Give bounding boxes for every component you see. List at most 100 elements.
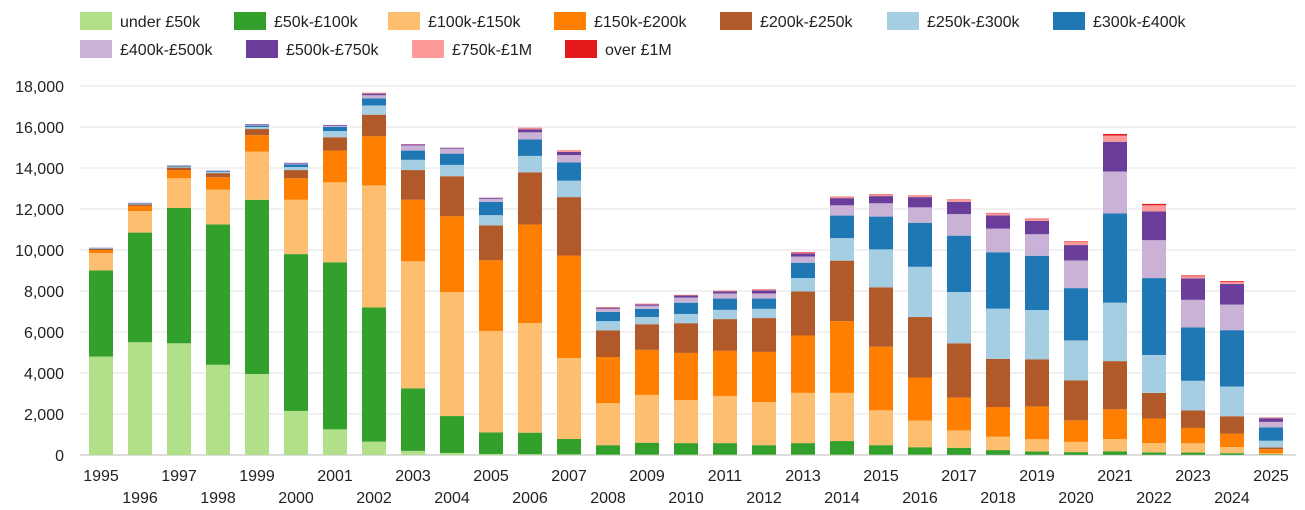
x-tick-label: 2023 [1175,468,1211,485]
bar-segment [440,147,464,149]
bar-segment [323,137,347,151]
bar-segment [245,127,269,130]
x-tick-label: 2009 [629,468,665,485]
bar-segment [1064,288,1088,341]
bar-segment [167,165,191,167]
bar-segment [1181,327,1205,381]
bar-segment [1103,302,1127,362]
legend-swatch [388,12,420,30]
bar-segment [1259,454,1283,455]
legend-item: £400k-£500k [80,40,214,59]
bar-stack [557,150,581,455]
bar-segment [323,124,347,126]
bar-segment [986,358,1010,408]
bar-segment [1025,359,1049,407]
bar-segment [674,352,698,401]
legend-label: £200k-£250k [760,14,854,31]
bar-segment [908,317,932,378]
bar-segment [440,292,464,417]
x-tick-label: 1997 [161,468,197,485]
legend-label: £750k-£1M [452,42,532,59]
y-tick-label: 14,000 [15,161,64,178]
bar-segment [596,357,620,404]
x-tick-label: 2020 [1058,490,1094,507]
bar-segment [869,195,893,197]
bar-segment [362,114,386,137]
bar-stack [518,127,542,455]
bar-segment [752,293,776,299]
x-tick-label: 2025 [1253,468,1289,485]
bar-segment [479,197,503,199]
x-tick-label: 2006 [512,490,548,507]
legend-item: £300k-£400k [1053,12,1187,31]
bar-segment [401,261,425,389]
bar-segment [791,278,815,292]
x-tick-label: 2002 [356,490,392,507]
bar-segment [947,397,971,431]
bar-segment [635,308,659,318]
bar-segment [284,199,308,255]
bar-segment [674,302,698,314]
bar-segment [635,442,659,455]
bar-segment [908,195,932,198]
legend-swatch [565,40,597,58]
bar-segment [362,93,386,96]
bar-segment [596,445,620,455]
bar-stack [635,303,659,455]
bar-segment [1064,340,1088,381]
bar-segment [1103,451,1127,455]
bar-segment [908,447,932,455]
bar-segment [1259,417,1283,419]
bar-segment [596,403,620,446]
bar-segment [1103,171,1127,214]
bar-segment [440,176,464,217]
bar-stack [89,247,113,455]
bar-segment [557,152,581,156]
bar-segment [1064,452,1088,455]
bar-segment [713,298,737,310]
bar-segment [245,374,269,455]
bar-segment [284,162,308,164]
bar-segment [167,178,191,208]
y-tick-label: 8,000 [24,284,64,301]
bar-segment [128,203,152,205]
bar-segment [908,420,932,448]
bar-segment [284,254,308,411]
bar-segment [89,250,113,254]
legend-label: £100k-£150k [428,14,522,31]
bar-segment [908,197,932,208]
bar-segment [1142,354,1166,393]
bar-segment [830,238,854,261]
bar-stack [674,294,698,455]
bar-segment [206,177,230,190]
bar-segment [401,150,425,160]
bar-segment [1025,255,1049,311]
bar-segment [674,323,698,353]
bar-segment [167,343,191,455]
bar-stack [206,170,230,455]
bar-stack [713,290,737,455]
bar-segment [1259,440,1283,448]
bar-segment [596,330,620,358]
legend-item: under £50k [80,12,201,31]
bar-segment [323,131,347,138]
bar-stack [1181,275,1205,455]
bar-segment [557,439,581,455]
bar-segment [518,224,542,323]
bar-segment [1103,135,1127,142]
y-tick-label: 10,000 [15,243,64,260]
bar-segment [1220,284,1244,305]
bar-stack [440,147,464,455]
bar-segment [986,228,1010,253]
bar-segment [1259,427,1283,441]
bar-stack [1142,203,1166,455]
legend-item: £250k-£300k [887,12,1021,31]
bar-segment [1181,278,1205,300]
bar-segment [1220,447,1244,454]
bar-segment [206,171,230,172]
bar-stack [830,196,854,455]
legend-label: £50k-£100k [274,14,359,31]
bar-segment [1103,439,1127,452]
bar-segment [1025,451,1049,455]
